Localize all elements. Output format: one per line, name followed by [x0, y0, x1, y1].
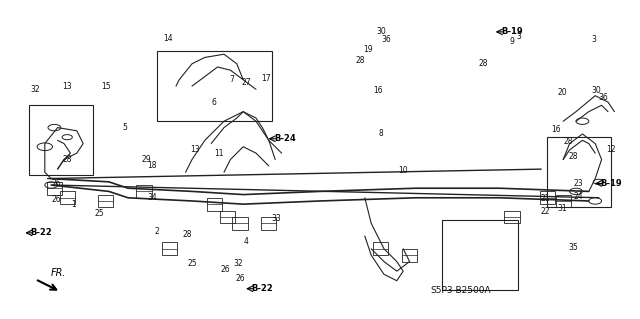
Bar: [504, 211, 520, 223]
Text: 27: 27: [241, 78, 252, 87]
Bar: [547, 137, 611, 207]
Bar: [232, 217, 248, 230]
Text: 19: 19: [363, 45, 373, 54]
Text: 36: 36: [381, 35, 391, 44]
Text: 28: 28: [479, 59, 488, 68]
Text: 36: 36: [598, 93, 608, 102]
Text: 23: 23: [573, 179, 583, 188]
Text: 11: 11: [214, 149, 223, 158]
Text: B-24: B-24: [274, 134, 296, 143]
Bar: [98, 195, 113, 207]
Text: 28: 28: [356, 56, 365, 65]
Text: 13: 13: [190, 145, 200, 154]
Text: 28: 28: [564, 137, 573, 146]
Bar: [60, 191, 75, 204]
Bar: [373, 242, 388, 255]
Text: 25: 25: [94, 209, 104, 218]
Text: 14: 14: [163, 34, 173, 43]
Text: 17: 17: [260, 74, 271, 83]
Text: 30: 30: [376, 27, 386, 36]
Bar: [207, 198, 222, 211]
Text: 34: 34: [147, 193, 157, 202]
Bar: [157, 51, 272, 121]
Text: 32: 32: [30, 85, 40, 94]
Text: B-19: B-19: [501, 27, 523, 36]
Text: 26: 26: [220, 265, 230, 274]
Text: 30: 30: [591, 86, 602, 95]
Text: 7: 7: [229, 75, 234, 84]
Bar: [402, 249, 417, 262]
Text: 21: 21: [541, 194, 550, 203]
Text: 9: 9: [509, 37, 515, 46]
Text: 28: 28: [568, 152, 577, 161]
Text: 12: 12: [607, 145, 616, 154]
Text: 26: 26: [51, 179, 61, 188]
Text: 33: 33: [271, 214, 282, 223]
Text: 29: 29: [141, 155, 151, 164]
Text: 13: 13: [62, 82, 72, 91]
Bar: [261, 217, 276, 230]
Text: 18: 18: [148, 161, 157, 170]
Bar: [540, 191, 555, 204]
Bar: [162, 242, 177, 255]
Text: 1: 1: [71, 200, 76, 209]
Text: 3: 3: [516, 32, 521, 41]
Text: 5: 5: [122, 123, 127, 132]
Text: 20: 20: [557, 88, 567, 97]
Text: B-19: B-19: [600, 179, 622, 188]
Text: 32: 32: [233, 259, 243, 268]
Bar: [29, 105, 93, 175]
Text: 16: 16: [372, 86, 383, 95]
Bar: [442, 220, 518, 290]
Text: 35: 35: [568, 243, 578, 252]
Text: 16: 16: [550, 125, 561, 134]
Bar: [136, 185, 152, 198]
Bar: [220, 211, 235, 223]
Text: 8: 8: [378, 130, 383, 138]
Text: 6: 6: [212, 98, 217, 107]
Text: 28: 28: [63, 155, 72, 164]
Text: 26: 26: [51, 195, 61, 204]
Text: 15: 15: [100, 82, 111, 91]
Text: 22: 22: [541, 207, 550, 216]
Text: 25: 25: [187, 259, 197, 268]
Text: 24: 24: [573, 192, 583, 201]
Text: B-22: B-22: [31, 228, 52, 237]
Text: 10: 10: [398, 166, 408, 175]
Text: B-22: B-22: [252, 284, 273, 293]
Text: 28: 28: [182, 230, 191, 239]
Text: S5P3-B2500A: S5P3-B2500A: [431, 286, 491, 295]
Text: 3: 3: [591, 35, 596, 44]
Text: 26: 26: [235, 274, 245, 283]
Text: 4: 4: [244, 237, 249, 246]
Text: FR.: FR.: [51, 268, 67, 278]
Bar: [47, 182, 62, 195]
Text: 2: 2: [154, 227, 159, 236]
Text: 31: 31: [557, 204, 567, 213]
Bar: [556, 195, 571, 207]
